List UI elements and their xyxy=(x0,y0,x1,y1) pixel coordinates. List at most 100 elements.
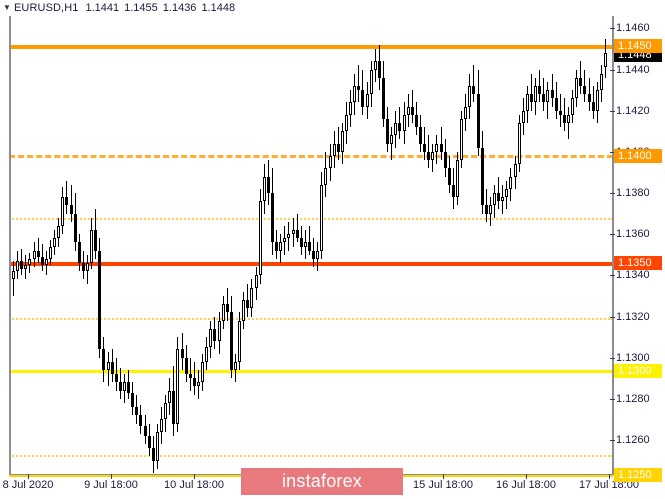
candle-body xyxy=(259,201,262,276)
candle-body xyxy=(415,114,418,128)
candle-body xyxy=(74,213,77,243)
candle-body xyxy=(119,382,122,391)
candle-wick xyxy=(358,65,359,103)
candle-body xyxy=(111,361,114,375)
candle-body xyxy=(94,230,97,251)
candle-body xyxy=(538,85,541,95)
candle-body xyxy=(296,230,299,239)
candle-body xyxy=(468,85,471,107)
candle-body xyxy=(279,242,282,251)
candle-body xyxy=(403,114,406,132)
candle-wick xyxy=(486,188,487,222)
time-tick-mark xyxy=(609,474,610,479)
candle-body xyxy=(366,94,369,107)
candle-body xyxy=(24,265,27,270)
time-tick-label: 17 Jul 18:00 xyxy=(579,479,639,491)
candle-body xyxy=(238,320,241,362)
candle-body xyxy=(378,61,381,78)
candle-wick xyxy=(71,184,72,222)
candle-body xyxy=(148,435,151,449)
candle-wick xyxy=(338,127,339,161)
price-tick-mark xyxy=(610,110,615,112)
price-axis-line[interactable] xyxy=(612,16,614,475)
price-tick-label: 1.1420 xyxy=(616,104,650,117)
time-tick-label: 10 Jul 18:00 xyxy=(164,479,224,491)
candle-body xyxy=(583,85,586,95)
candle-body xyxy=(300,238,303,247)
candle-body xyxy=(592,102,595,111)
level-badge-support-1-1350[interactable]: 1.1350 xyxy=(614,256,662,270)
candle-body xyxy=(370,69,373,95)
candle-body xyxy=(493,193,496,206)
price-tick-mark xyxy=(610,440,615,441)
candle-body xyxy=(275,242,278,251)
candle-body xyxy=(522,110,525,124)
candle-body xyxy=(12,271,15,280)
level-line-pivot-1-1400[interactable] xyxy=(9,155,613,158)
candle-body xyxy=(505,188,508,198)
candle-body xyxy=(213,328,216,342)
collapse-arrow-icon[interactable]: ▼ xyxy=(3,3,11,12)
candle-body xyxy=(341,131,344,152)
candle-body xyxy=(20,260,23,270)
level-badge-pivot-1-1400[interactable]: 1.1400 xyxy=(614,149,662,163)
candle-body xyxy=(226,304,229,313)
candle-body xyxy=(222,304,225,321)
price-tick-label: 1.1260 xyxy=(616,434,650,446)
candle-body xyxy=(419,127,422,144)
symbol-label: EURUSD,H1 xyxy=(14,2,79,14)
price-tick-mark xyxy=(610,398,615,400)
candle-body xyxy=(320,184,323,251)
level-badge-resistance-1-1450[interactable]: 1.1450 xyxy=(614,39,662,53)
candle-body xyxy=(481,147,484,206)
candle-body xyxy=(411,106,414,115)
candle-body xyxy=(390,135,393,144)
candle-body xyxy=(90,230,93,263)
candle-body xyxy=(197,382,200,387)
candle-wick xyxy=(593,85,594,119)
candle-body xyxy=(497,193,500,202)
candle-body xyxy=(518,123,521,165)
candle-body xyxy=(530,94,533,103)
candle-body xyxy=(292,230,295,235)
candle-body xyxy=(168,390,171,403)
candle-body xyxy=(246,300,249,309)
price-tick-mark xyxy=(610,28,615,30)
level-line-support-1-1300[interactable] xyxy=(9,370,613,373)
level-line-minor-1-1262[interactable] xyxy=(9,455,613,457)
price-tick-label: 1.1300 xyxy=(616,351,650,364)
candle-body xyxy=(230,312,233,371)
candle-wick xyxy=(412,90,413,124)
candle-body xyxy=(304,242,307,247)
candle-body xyxy=(308,242,311,251)
candle-body xyxy=(16,260,19,272)
candle-body xyxy=(61,197,64,226)
candle-body xyxy=(534,85,537,103)
chart-plot-area[interactable] xyxy=(9,16,613,477)
candle-wick xyxy=(227,287,228,321)
candle-wick xyxy=(66,180,67,214)
level-line-resistance-1-1450[interactable] xyxy=(9,45,613,49)
candle-body xyxy=(49,246,52,259)
ohlc-high: 1.1455 xyxy=(124,2,158,14)
candle-body xyxy=(45,258,48,266)
candle-body xyxy=(333,143,336,156)
candle-body xyxy=(37,250,40,257)
level-badge-support-1-1250[interactable]: 1.1250 xyxy=(614,468,662,482)
candle-body xyxy=(337,143,340,152)
candle-body xyxy=(139,415,142,426)
candle-body xyxy=(464,106,467,119)
candle-body xyxy=(176,349,179,424)
time-tick-mark xyxy=(28,474,29,479)
candle-wick xyxy=(190,357,191,391)
candle-body xyxy=(131,392,134,408)
candle-body xyxy=(567,114,570,124)
candle-body xyxy=(514,164,517,177)
time-tick-mark xyxy=(443,474,444,479)
candle-wick xyxy=(399,106,400,140)
level-line-minor-1-1370[interactable] xyxy=(9,218,613,220)
candle-wick xyxy=(473,65,474,103)
level-badge-support-1-1300[interactable]: 1.1300 xyxy=(614,364,662,378)
price-tick-mark xyxy=(610,193,615,194)
